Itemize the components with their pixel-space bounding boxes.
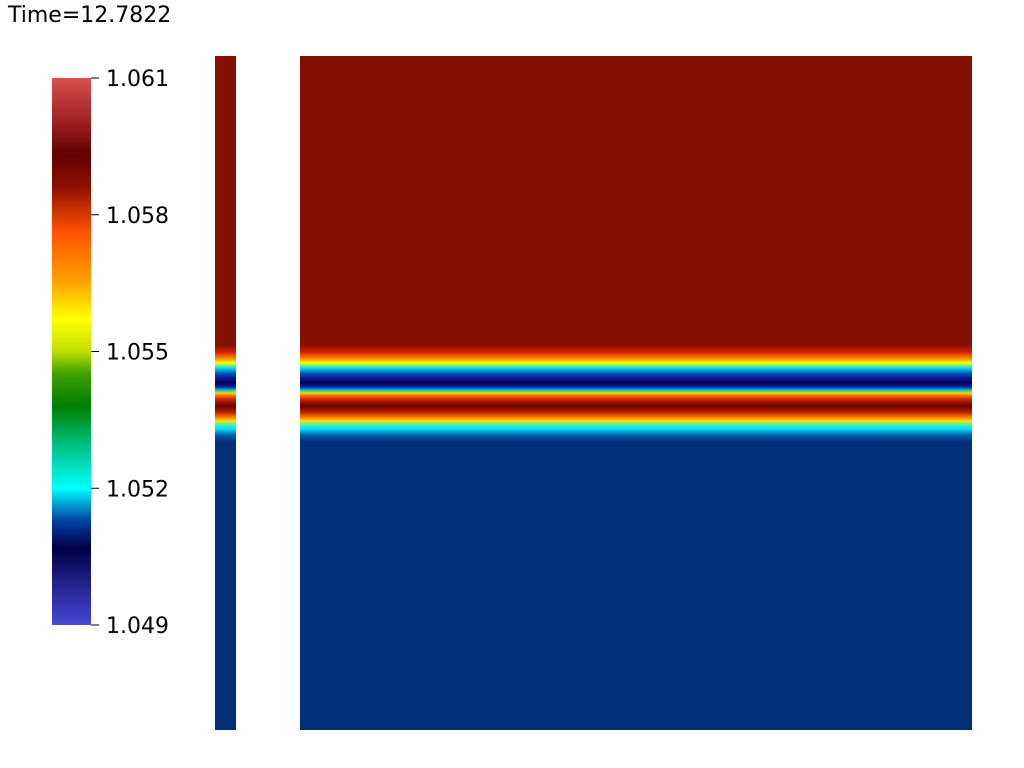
color-bar-label: 1.061 — [106, 67, 169, 92]
color-bar-label: 1.049 — [106, 614, 169, 639]
color-bar — [52, 78, 91, 625]
color-bar-label: 1.052 — [106, 477, 169, 502]
field-strip — [215, 56, 236, 730]
field-view — [300, 56, 972, 730]
color-bar-label: 1.055 — [106, 341, 169, 366]
color-bar-label: 1.058 — [106, 204, 169, 229]
time-label: Time=12.7822 — [7, 3, 171, 28]
color-bar-ticks: 1.061 1.058 1.055 1.052 1.049 — [91, 67, 169, 639]
